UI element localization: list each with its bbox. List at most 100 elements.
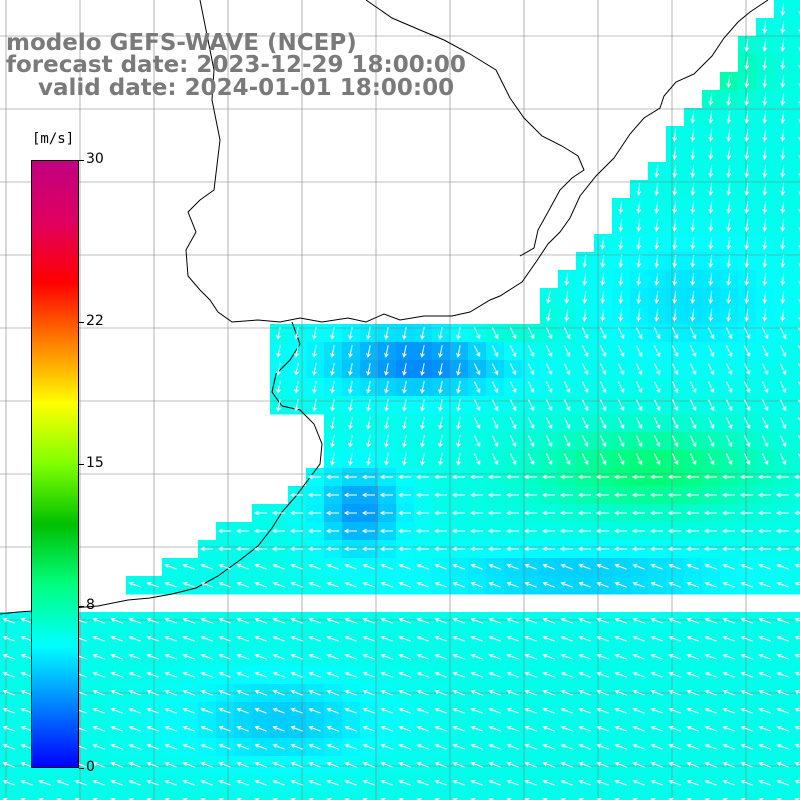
wind-arrow [491, 417, 499, 430]
wind-arrow [635, 399, 643, 412]
wind-arrow [758, 653, 771, 660]
wind-arrow [762, 272, 768, 287]
wind-arrow [779, 327, 787, 340]
wind-arrow [776, 581, 789, 588]
wind-arrow [794, 653, 800, 659]
wind-arrow [704, 617, 717, 624]
wind-arrow [527, 435, 535, 448]
wind-arrow [146, 671, 159, 678]
wind-arrow [636, 200, 642, 215]
wind-arrow [739, 492, 753, 498]
wind-arrow [434, 635, 447, 642]
wind-arrow [672, 272, 678, 287]
wind-arrow [524, 581, 537, 588]
wind-arrow [38, 779, 51, 786]
wind-arrow [600, 272, 606, 287]
wind-arrow [708, 254, 714, 269]
wind-arrow [523, 492, 537, 498]
wind-arrow [762, 218, 768, 233]
wind-arrow [128, 725, 141, 732]
wind-arrow [312, 363, 317, 376]
wind-arrow [325, 510, 339, 516]
wind-arrow [798, 281, 800, 286]
wind-arrow [581, 363, 589, 376]
wind-arrow [164, 761, 177, 768]
wind-arrow [307, 492, 321, 498]
wind-arrow [182, 635, 195, 642]
wind-arrow [164, 653, 177, 660]
wind-arrow [779, 417, 787, 430]
wind-arrow [509, 417, 517, 430]
wind-arrow [686, 707, 699, 714]
wind-arrow [506, 617, 519, 624]
wind-arrow [581, 453, 589, 466]
wind-arrow [600, 308, 606, 323]
wind-arrow [560, 761, 573, 768]
wind-cell [792, 108, 800, 127]
wind-arrow [672, 128, 678, 143]
wind-arrow [491, 453, 499, 466]
wind-arrow [473, 381, 481, 394]
wind-cell [126, 792, 145, 800]
wind-arrow [613, 546, 627, 552]
wind-arrow [434, 725, 447, 732]
wind-arrow [762, 182, 768, 197]
wind-arrow [761, 399, 769, 412]
wind-cell [792, 180, 800, 199]
coastline-path [0, 321, 323, 615]
wind-arrow [416, 635, 429, 642]
wind-arrow [636, 290, 642, 305]
wind-arrow [326, 743, 339, 750]
wind-arrow [110, 779, 123, 786]
wind-arrow [650, 689, 663, 696]
wind-arrow [617, 417, 625, 430]
wind-arrow [362, 743, 375, 750]
wind-arrow [416, 653, 429, 660]
wind-arrow [758, 689, 771, 696]
wind-arrow [289, 510, 303, 516]
wind-cell [270, 792, 289, 800]
wind-arrow [762, 236, 768, 251]
wind-arrow [473, 327, 481, 340]
wind-arrow [290, 563, 303, 570]
wind-arrow [599, 327, 607, 340]
wind-cell [792, 378, 800, 397]
wind-arrow [650, 617, 663, 624]
wind-arrow [744, 254, 750, 269]
wind-arrow [545, 453, 553, 466]
wind-arrow [545, 363, 553, 376]
wind-arrow [308, 743, 321, 750]
coastline-path [185, 0, 769, 323]
wind-arrow [92, 689, 105, 696]
wind-arrow [92, 743, 105, 750]
wind-arrow [379, 546, 393, 552]
wind-arrow [563, 327, 571, 340]
wind-arrow [599, 345, 607, 358]
wind-arrow [776, 743, 789, 750]
colorbar-tick: 8 [86, 596, 95, 613]
wind-arrow [164, 725, 177, 732]
wind-arrow [775, 474, 789, 480]
wind-arrow [487, 474, 501, 480]
wind-arrow [721, 528, 735, 534]
wind-arrow [330, 435, 335, 448]
wind-arrow [776, 635, 789, 642]
wind-arrow [434, 743, 447, 750]
wind-arrow [613, 474, 627, 480]
wind-arrow [416, 779, 429, 786]
wind-arrow [434, 617, 447, 624]
wind-cell [234, 792, 253, 800]
wind-arrow [775, 546, 789, 552]
wind-arrow [523, 546, 537, 552]
wind-arrow [420, 345, 425, 358]
wind-arrow [20, 779, 33, 786]
wind-arrow [668, 725, 681, 732]
wind-arrow [452, 653, 465, 660]
wind-arrow [686, 671, 699, 678]
wind-arrow [307, 474, 321, 480]
wind-arrow [618, 200, 624, 215]
wind-arrow [614, 581, 627, 588]
wind-arrow [631, 546, 645, 552]
wind-arrow [438, 327, 443, 340]
wind-arrow [780, 128, 786, 143]
